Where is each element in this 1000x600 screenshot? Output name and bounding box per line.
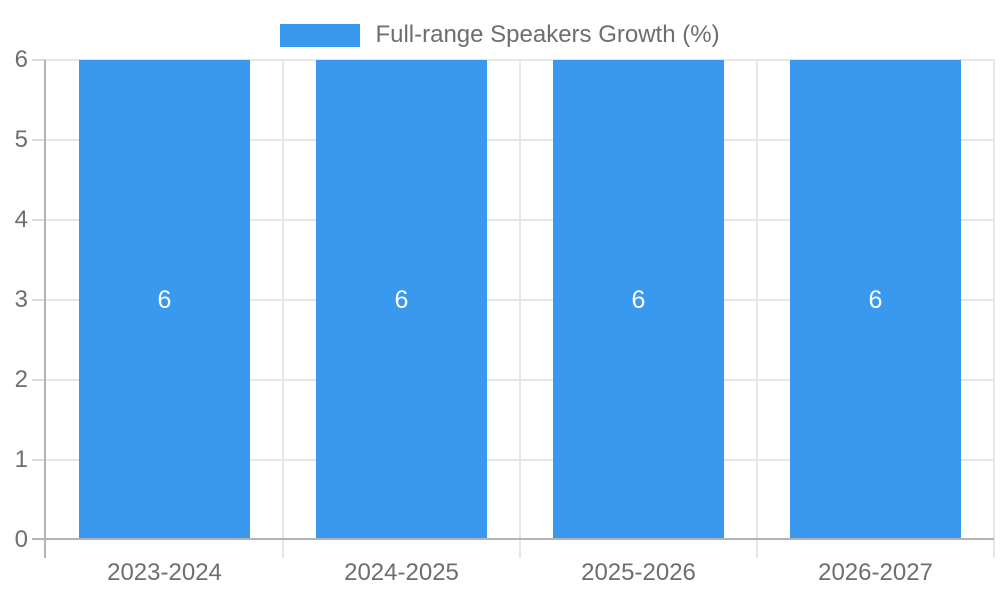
y-axis-line: [44, 60, 46, 558]
x-tick-label: 2025-2026: [581, 559, 696, 586]
legend-swatch: [280, 23, 361, 47]
y-tick-label: 5: [14, 126, 28, 153]
bar-value-label: 6: [631, 286, 646, 314]
bar-value-label: 6: [394, 286, 409, 314]
y-axis-tick: [32, 299, 46, 301]
y-axis-tick: [32, 59, 46, 61]
y-tick-label: 6: [14, 46, 28, 73]
y-axis-tick: [32, 139, 46, 141]
bar[interactable]: 6: [790, 60, 961, 540]
bar[interactable]: 6: [316, 60, 487, 540]
gridline-vertical: [282, 60, 284, 558]
plot-area: 6 6 6 6: [32, 59, 995, 558]
y-axis-tick: [32, 219, 46, 221]
x-tick-label: 2024-2025: [344, 559, 459, 586]
x-tick-label: 2026-2027: [818, 559, 933, 586]
x-axis-line: [32, 538, 994, 540]
y-tick-label: 1: [14, 446, 28, 473]
bar[interactable]: 6: [79, 60, 250, 540]
y-axis-tick: [32, 379, 46, 381]
gridline-vertical: [756, 60, 758, 558]
y-axis-tick: [32, 459, 46, 461]
chart-legend-item[interactable]: Full-range Speakers Growth (%): [0, 21, 1000, 49]
y-tick-label: 0: [14, 526, 28, 553]
chart-right-border: [993, 60, 995, 558]
y-tick-label: 2: [14, 366, 28, 393]
bar-value-label: 6: [868, 286, 883, 314]
y-tick-label: 4: [14, 206, 28, 233]
y-tick-label: 3: [14, 286, 28, 313]
bar[interactable]: 6: [553, 60, 724, 540]
bar-value-label: 6: [157, 286, 172, 314]
legend-label: Full-range Speakers Growth (%): [375, 21, 720, 48]
x-tick-label: 2023-2024: [107, 559, 222, 586]
gridline-vertical: [519, 60, 521, 558]
